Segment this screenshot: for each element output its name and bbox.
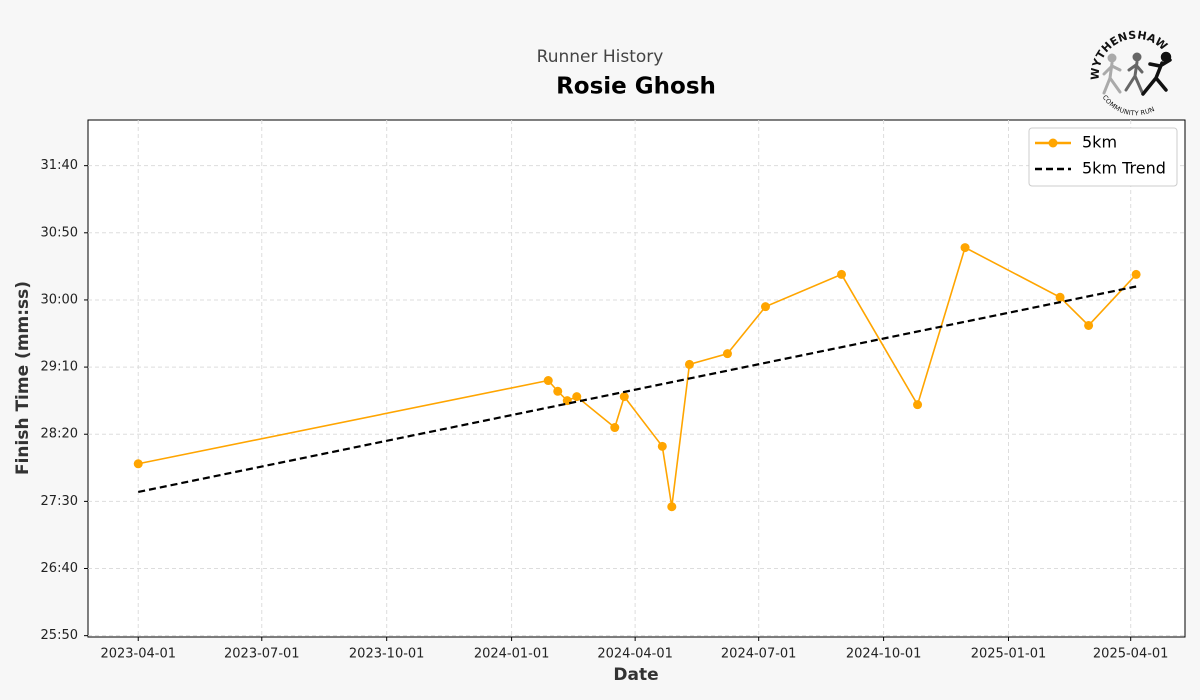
x-tick-label: 2025-01-01	[971, 647, 1047, 662]
data-point	[657, 441, 667, 451]
x-tick-label: 2024-04-01	[597, 647, 673, 662]
data-point	[913, 400, 923, 410]
x-tick-label: 2023-04-01	[100, 647, 176, 662]
data-point	[684, 359, 694, 369]
logo-runners	[1102, 51, 1172, 96]
data-point	[619, 392, 629, 402]
chart-title: Rosie Ghosh	[556, 74, 716, 100]
x-tick-label: 2024-01-01	[474, 647, 550, 662]
logo-bottom-text: COMMUNITY RUN	[1101, 94, 1156, 118]
legend-label: 5km	[1082, 133, 1117, 152]
y-tick-label: 30:50	[41, 225, 78, 240]
y-tick-label: 31:40	[41, 158, 78, 173]
y-tick-label: 28:20	[41, 427, 78, 442]
y-axis-label: Finish Time (mm:ss)	[13, 281, 33, 475]
legend-label: 5km Trend	[1082, 159, 1166, 178]
series-line	[138, 285, 1137, 494]
legend: 5km 5km Trend	[1028, 127, 1178, 187]
data-point	[572, 392, 582, 402]
grid: 25:50 26:40 27:30 28:20 29:10 30:00 30:50 31:40…	[41, 120, 1185, 662]
data-point	[1084, 320, 1094, 330]
data-point	[960, 243, 970, 253]
data-point	[722, 349, 732, 359]
data-point	[760, 302, 770, 312]
x-tick-label: 2025-04-01	[1093, 647, 1169, 662]
x-tick-label: 2023-07-01	[224, 647, 300, 662]
x-axis-label: Date	[613, 665, 658, 685]
logo-top-text: WYTHENSHAWE	[0, 0, 1171, 80]
legend-marker	[1048, 138, 1058, 148]
y-tick-label: 29:10	[41, 360, 78, 375]
data-point	[133, 459, 143, 469]
data-point	[667, 502, 677, 512]
plot-area	[87, 119, 1186, 638]
y-tick-label: 25:50	[41, 628, 78, 643]
y-tick-label: 27:30	[41, 494, 78, 509]
chart-subtitle: Runner History	[537, 47, 664, 67]
x-tick-label: 2023-10-01	[349, 647, 425, 662]
logo-bottom-path: COMMUNITY RUN	[1101, 94, 1156, 118]
data-point	[553, 386, 563, 396]
data-point	[1055, 292, 1065, 302]
y-tick-label: 26:40	[41, 561, 78, 576]
data-point	[1131, 269, 1141, 279]
data-point	[837, 269, 847, 279]
logo-top-path: WYTHENSHAWE	[0, 0, 1170, 80]
y-tick-label: 30:00	[41, 292, 78, 307]
x-tick-label: 2024-07-01	[721, 647, 797, 662]
x-tick-label: 2024-10-01	[846, 647, 922, 662]
data-point	[610, 423, 620, 433]
data-point	[543, 376, 553, 386]
marks	[133, 243, 1141, 512]
